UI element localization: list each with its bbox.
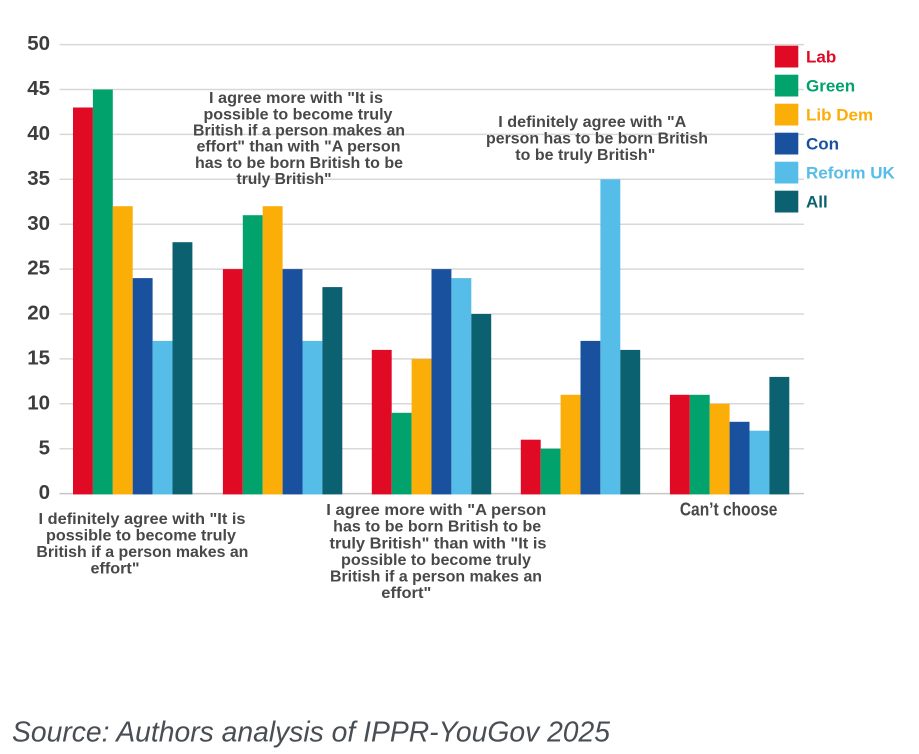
svg-text:40: 40 [27,122,50,145]
svg-text:effort" than with "A person: effort" than with "A person [197,139,401,156]
svg-text:5: 5 [39,436,50,459]
svg-text:has to be born British to be: has to be born British to be [333,519,541,536]
svg-text:35: 35 [27,167,50,190]
svg-text:Green: Green [806,77,855,96]
svg-text:possible to become truly: possible to become truly [46,528,236,545]
svg-text:effort": effort" [381,585,431,602]
svg-text:effort": effort" [91,561,140,578]
svg-text:Lib Dem: Lib Dem [806,106,873,125]
svg-text:I agree more with "It is: I agree more with "It is [209,90,383,107]
svg-text:possible to become truly: possible to become truly [341,552,531,569]
svg-text:45: 45 [27,77,50,100]
svg-text:possible to become truly: possible to become truly [204,106,393,123]
svg-text:has to be born British to be: has to be born British to be [195,155,403,172]
svg-text:30: 30 [27,212,50,235]
svg-text:0: 0 [39,481,50,504]
svg-text:British if a person makes an: British if a person makes an [36,544,248,561]
svg-text:I definitely agree with "A: I definitely agree with "A [498,114,686,131]
svg-text:10: 10 [27,391,50,414]
svg-text:25: 25 [27,257,50,280]
svg-text:20: 20 [27,302,50,325]
svg-text:I agree more with "A person: I agree more with "A person [326,502,546,519]
svg-text:Con: Con [806,135,839,154]
svg-text:Can’t choose: Can’t choose [680,499,778,519]
svg-text:Lab: Lab [806,48,836,67]
svg-text:All: All [806,193,828,212]
svg-text:to be truly British": to be truly British" [515,147,655,164]
svg-text:person has to be born British: person has to be born British [486,131,708,148]
svg-text:I definitely agree with "It is: I definitely agree with "It is [39,511,246,528]
svg-text:British if a person makes an: British if a person makes an [330,569,542,586]
svg-text:truly British" than with "It i: truly British" than with "It is [330,535,547,552]
svg-text:British if a person makes an: British if a person makes an [193,123,405,140]
svg-text:Source: Authors analysis of IP: Source: Authors analysis of IPPR-YouGov … [12,717,611,749]
svg-text:50: 50 [27,32,50,55]
svg-text:truly British": truly British" [237,171,332,188]
svg-text:Reform UK: Reform UK [806,164,896,183]
svg-text:15: 15 [27,347,50,370]
